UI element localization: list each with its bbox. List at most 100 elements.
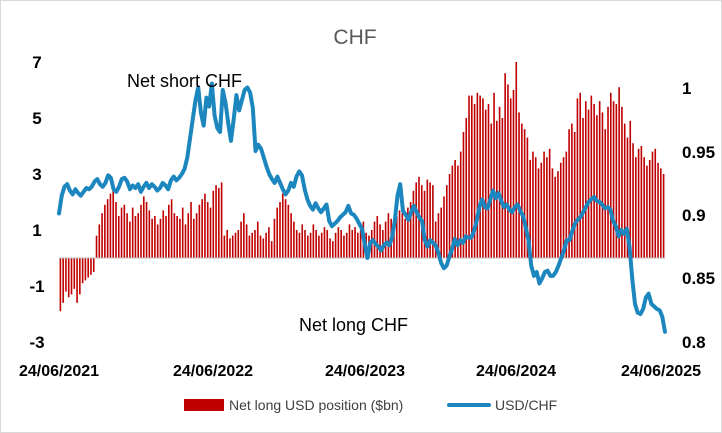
bar [629, 120, 632, 258]
bar [231, 235, 234, 258]
bar [351, 230, 354, 258]
y-right-ticks: 1 0.95 0.9 0.85 0.8 [682, 79, 715, 352]
bar [340, 230, 342, 258]
y-right-tick-label: 0.85 [682, 269, 715, 288]
bar [142, 196, 145, 258]
y-left-ticks: 7 5 3 1 -1 -3 [29, 53, 44, 352]
bar [557, 171, 559, 258]
bar [315, 230, 317, 258]
bar [237, 230, 240, 258]
y-left-tick-label: 7 [32, 53, 41, 72]
bar [496, 120, 498, 258]
bar [398, 210, 401, 258]
bar [493, 92, 495, 258]
bar [359, 230, 362, 258]
bar [646, 165, 648, 258]
bar [604, 129, 607, 258]
x-tick-label: 24/06/2024 [476, 363, 556, 380]
bar [329, 238, 331, 258]
bar [59, 258, 62, 312]
bar [304, 230, 306, 258]
bar [320, 232, 323, 258]
bar [106, 199, 109, 258]
bar [87, 258, 89, 278]
bar [582, 118, 584, 258]
bar [471, 95, 473, 258]
bar [198, 204, 201, 258]
bar [109, 193, 112, 258]
bar [95, 235, 98, 258]
bar [412, 190, 415, 258]
bar [226, 230, 228, 258]
bar [332, 241, 334, 258]
bar [281, 193, 284, 258]
bar [165, 216, 167, 258]
bar [479, 95, 481, 258]
bar [609, 92, 612, 258]
bar [220, 182, 223, 258]
bar [662, 174, 665, 258]
bar [637, 148, 640, 258]
bar [151, 218, 153, 258]
bar [401, 213, 404, 258]
bar [193, 218, 195, 258]
bar [276, 207, 279, 258]
bar [454, 160, 456, 258]
bar [440, 207, 443, 258]
bar [468, 95, 470, 258]
bar [312, 224, 315, 258]
bar [170, 199, 173, 258]
bar [429, 182, 431, 258]
bar [84, 258, 87, 281]
bar [265, 232, 267, 258]
bar [298, 232, 301, 258]
bar [643, 157, 645, 258]
chart-title: CHF [333, 26, 376, 49]
bar [526, 137, 529, 258]
bar [154, 216, 156, 258]
bar [212, 190, 215, 258]
bar [626, 137, 629, 258]
bar [129, 221, 131, 258]
bar [337, 227, 340, 258]
bar [104, 204, 106, 258]
bar [254, 230, 256, 258]
bar [101, 213, 103, 258]
bar [306, 235, 309, 258]
bar [348, 224, 351, 258]
bar [568, 129, 570, 258]
bar [234, 232, 237, 258]
annotation-net-short: Net short CHF [127, 71, 242, 91]
bar [190, 202, 192, 258]
bar [518, 112, 520, 259]
bar [635, 157, 637, 258]
bar [195, 213, 198, 258]
x-tick-label: 24/06/2025 [621, 363, 701, 380]
bar [112, 185, 115, 258]
bar [404, 218, 406, 258]
bar [509, 98, 512, 259]
bar [187, 213, 190, 258]
bar [223, 235, 226, 258]
bar [529, 160, 531, 258]
bar [137, 213, 140, 258]
bar [181, 207, 184, 258]
bar [409, 202, 412, 258]
bar [262, 238, 265, 258]
bar [407, 207, 409, 258]
bar [168, 204, 170, 258]
bar [126, 213, 128, 258]
annotation-net-long: Net long CHF [299, 315, 408, 335]
bar [465, 118, 468, 258]
bar [554, 176, 556, 258]
bar [434, 221, 437, 258]
bar [601, 112, 604, 259]
bar [462, 132, 465, 258]
bar [273, 218, 276, 258]
bar [498, 106, 501, 258]
bar [487, 104, 490, 258]
bar [562, 157, 565, 258]
bar [512, 90, 515, 258]
bar [437, 213, 440, 258]
